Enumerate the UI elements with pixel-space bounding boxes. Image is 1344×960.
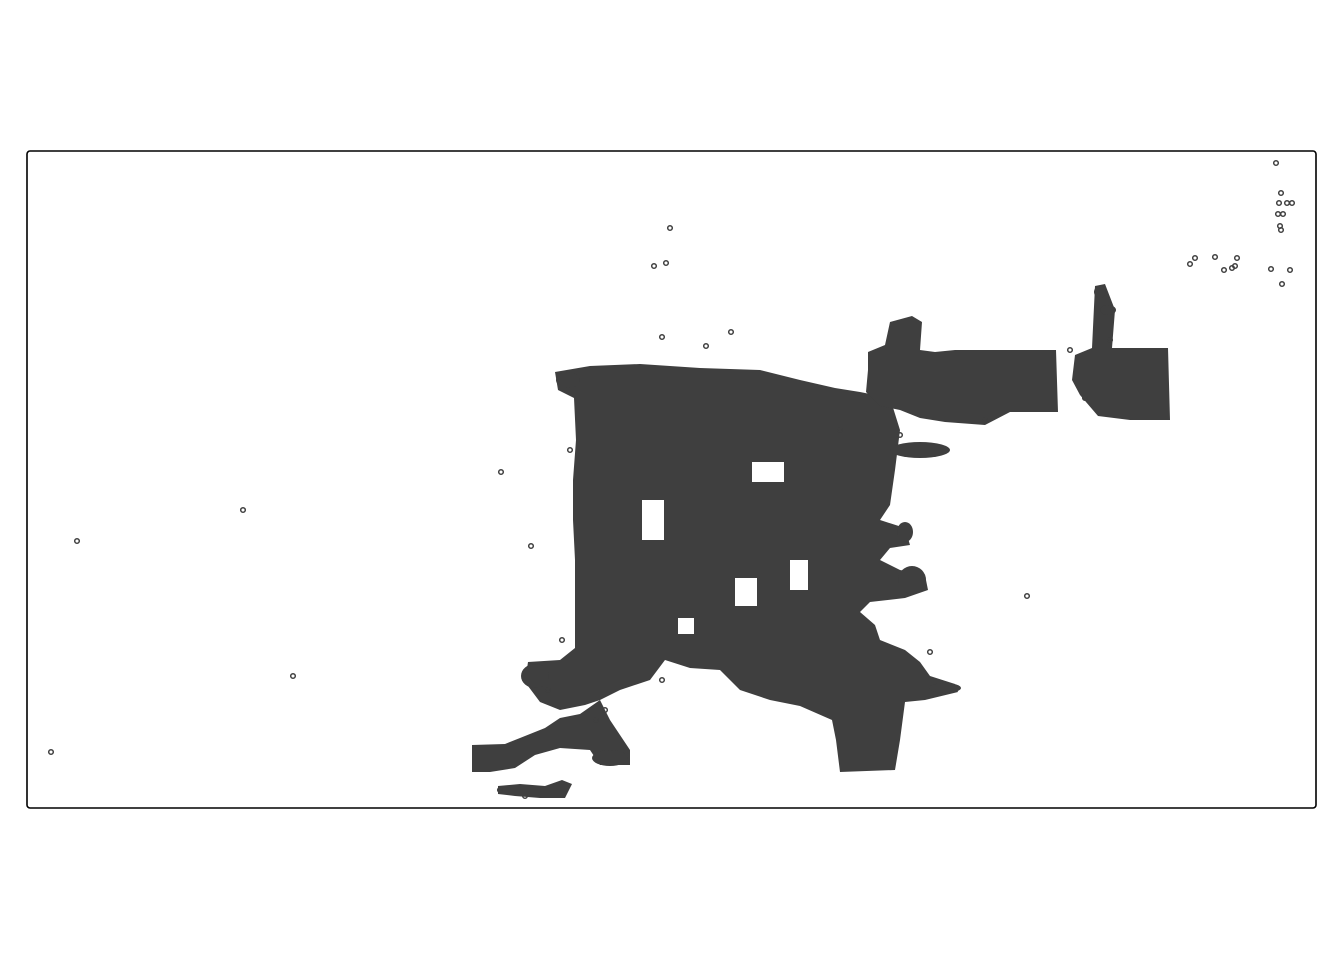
point-marker: [1277, 189, 1285, 197]
cluster-southwest-fringe: [498, 780, 572, 798]
point-marker: [1066, 346, 1074, 354]
point-marker: [1211, 253, 1219, 261]
point-marker: [836, 426, 844, 434]
point-marker: [727, 328, 735, 336]
point-marker: [981, 416, 989, 424]
gap: [790, 560, 808, 590]
point-marker: [592, 716, 600, 724]
point-clusters: [472, 284, 1170, 798]
point-marker: [1272, 159, 1280, 167]
point-marker: [521, 792, 529, 800]
point-marker: [1288, 199, 1296, 207]
point-marker: [289, 672, 297, 680]
point-marker: [666, 224, 674, 232]
point-marker: [566, 446, 574, 454]
point-marker: [558, 636, 566, 644]
gap: [642, 500, 664, 540]
point-marker: [73, 537, 81, 545]
point-marker: [1279, 210, 1287, 218]
point-marker: [1186, 260, 1194, 268]
point-marker: [662, 259, 670, 267]
edge-blobs: [521, 286, 1116, 766]
point-marker: [1191, 254, 1199, 262]
gap: [735, 578, 757, 606]
point-marker: [601, 706, 609, 714]
point-marker: [1267, 265, 1275, 273]
point-marker: [527, 542, 535, 550]
point-marker: [896, 431, 904, 439]
point-marker: [1106, 336, 1114, 344]
point-marker: [47, 748, 55, 756]
point-marker: [650, 262, 658, 270]
point-marker: [497, 468, 505, 476]
point-marker: [1233, 254, 1241, 262]
point-marker: [1081, 394, 1089, 402]
point-marker: [239, 506, 247, 514]
cluster-northeast: [1072, 284, 1170, 420]
point-marker: [1278, 280, 1286, 288]
point-marker: [702, 342, 710, 350]
point-marker: [658, 333, 666, 341]
cluster-north: [866, 316, 1058, 425]
cluster-central-core: [525, 364, 958, 772]
point-marker: [1220, 266, 1228, 274]
point-marker: [1286, 266, 1294, 274]
gap: [752, 462, 784, 482]
gap: [678, 618, 694, 634]
point-marker: [1231, 262, 1239, 270]
point-marker: [1023, 592, 1031, 600]
scatter-points: [47, 159, 1296, 800]
cluster-southwest-tail: [472, 700, 630, 772]
point-marker: [926, 648, 934, 656]
point-marker: [658, 676, 666, 684]
point-marker: [1275, 199, 1283, 207]
point-marker: [544, 686, 552, 694]
point-marker: [496, 786, 504, 794]
point-marker: [1277, 226, 1285, 234]
